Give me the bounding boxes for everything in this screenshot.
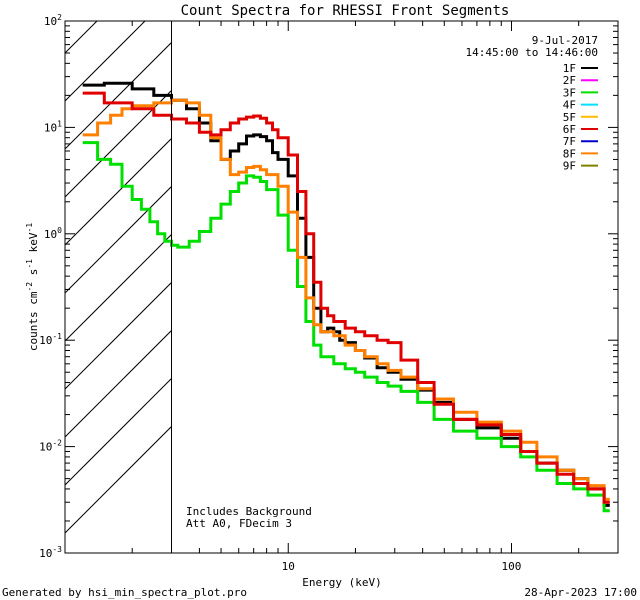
legend-label-2F: 2F	[563, 74, 576, 87]
legend-label-1F: 1F	[563, 62, 576, 75]
legend-label-8F: 8F	[563, 147, 576, 160]
y-axis-label: counts cm-2 s-1 keV-1	[25, 223, 40, 351]
series-3F	[82, 141, 610, 513]
legend-label-4F: 4F	[563, 99, 576, 112]
y-tick-label: 101	[44, 119, 62, 134]
annotation-background: Includes Background	[186, 505, 312, 518]
hatch-region	[65, 21, 172, 534]
date-label: 9-Jul-2017	[532, 34, 598, 47]
hatch-line	[65, 89, 172, 198]
hatch-line	[65, 377, 172, 486]
y-tick-label: 102	[44, 13, 62, 28]
y-tick-label: 100	[44, 226, 62, 241]
legend-label-5F: 5F	[563, 111, 576, 124]
hatch-line	[65, 425, 172, 534]
annotation-attenuator: Att A0, FDecim 3	[186, 517, 292, 530]
chart-title: Count Spectra for RHESSI Front Segments	[181, 3, 510, 19]
x-tick-label: 10	[282, 560, 295, 573]
y-tick-label: 10-2	[39, 439, 62, 454]
series-8F	[82, 98, 610, 501]
legend-label-7F: 7F	[563, 135, 576, 148]
time-range-label: 14:45:00 to 14:46:00	[466, 46, 598, 59]
footer-timestamp: 28-Apr-2023 17:00	[524, 586, 637, 599]
plot-frame	[64, 20, 619, 554]
legend-label-9F: 9F	[563, 160, 576, 173]
x-axis-label: Energy (keV)	[302, 576, 381, 589]
axis-ticks: 10 100 10-3 10-2 10-1 100 101 102	[39, 13, 619, 573]
series-6F	[82, 91, 610, 504]
x-tick-label: 100	[502, 560, 522, 573]
hatch-line	[65, 41, 172, 150]
y-tick-label: 10-1	[39, 332, 62, 347]
y-tick-label: 10-3	[39, 545, 62, 560]
legend-label-6F: 6F	[563, 123, 576, 136]
footer-generated: Generated by hsi_min_spectra_plot.pro	[2, 586, 247, 599]
series-layer	[82, 81, 610, 513]
legend-label-3F: 3F	[563, 86, 576, 99]
